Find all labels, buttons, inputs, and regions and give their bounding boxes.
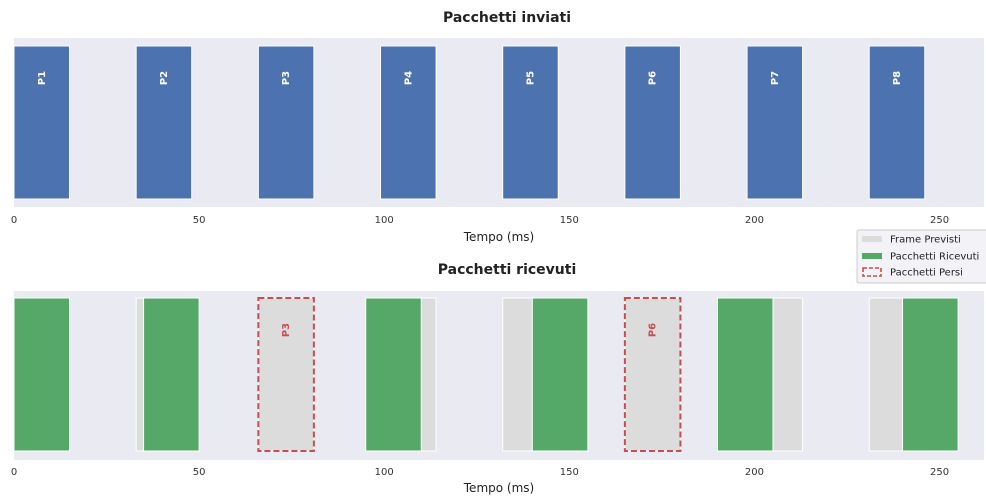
lost-packet-outline [257, 297, 315, 452]
expected-frame-bar [257, 297, 315, 452]
legend-swatch-expected [862, 236, 882, 242]
x-tick-label: 250 [930, 215, 949, 226]
sent-packet-bar [135, 45, 193, 200]
sent-packet-label: P3 [281, 71, 292, 85]
legend-entry-label: Pacchetti Ricevuti [890, 252, 979, 263]
x-axis-label: Tempo (ms) [463, 481, 534, 495]
sent-packet-label: P1 [37, 71, 48, 85]
received-packet-bar [902, 297, 959, 452]
sent-packet-bar [13, 45, 71, 200]
received-packet-bar [531, 297, 589, 452]
sent-packet-bar [624, 45, 681, 200]
received-packets-panel: Pacchetti ricevuti 0 50 100 150 200 250 Tempo (… [11, 262, 984, 495]
x-tick-label: 150 [560, 467, 579, 478]
x-tick-label: 50 [193, 215, 206, 226]
x-tick-label: 0 [11, 467, 17, 478]
x-axis-label: Tempo (ms) [463, 230, 534, 244]
sent-packet-label: P7 [770, 71, 781, 85]
sent-packet-label: P6 [648, 71, 659, 85]
sent-packet-bar [380, 45, 437, 200]
legend-box [856, 229, 986, 284]
x-tick-label: 200 [745, 467, 764, 478]
x-tick-label: 50 [193, 467, 206, 478]
sent-packet-bar [746, 45, 804, 200]
received-packet-bar [143, 297, 200, 452]
x-tick-label: 150 [560, 215, 579, 226]
chart-title: Pacchetti ricevuti [438, 262, 577, 278]
sent-packet-label: P2 [159, 71, 170, 85]
x-tick-label: 200 [745, 215, 764, 226]
legend: Frame Previsti Pacchetti Ricevuti Pacchett… [856, 229, 986, 284]
legend-entry-label: Pacchetti Persi [890, 268, 963, 279]
lost-packet-label: P3 [281, 323, 292, 337]
lost-packet-outline [623, 297, 682, 452]
received-packet-bar [13, 297, 71, 452]
legend-entry-label: Frame Previsti [890, 235, 961, 246]
legend-swatch-lost [862, 267, 882, 277]
sent-packet-label: P5 [525, 71, 536, 85]
received-packet-bar [365, 297, 422, 452]
lost-packet-label: P6 [648, 323, 659, 337]
sent-packet-bar [502, 45, 559, 200]
received-packet-bar [716, 297, 774, 452]
sent-packets-panel: Pacchetti inviati 0 50 100 150 200 250 Tempo (m… [11, 10, 984, 244]
x-tick-label: 100 [375, 215, 394, 226]
expected-frame-bar [624, 297, 681, 452]
legend-swatch-received [862, 253, 882, 259]
x-tick-label: 100 [375, 467, 394, 478]
x-tick-label: 0 [11, 215, 17, 226]
chart-title: Pacchetti inviati [443, 10, 571, 26]
sent-packet-bar [868, 45, 926, 200]
x-tick-label: 250 [930, 467, 949, 478]
sent-packet-label: P8 [892, 71, 903, 85]
sent-packet-label: P4 [403, 71, 414, 85]
sent-packet-bar [257, 45, 315, 200]
